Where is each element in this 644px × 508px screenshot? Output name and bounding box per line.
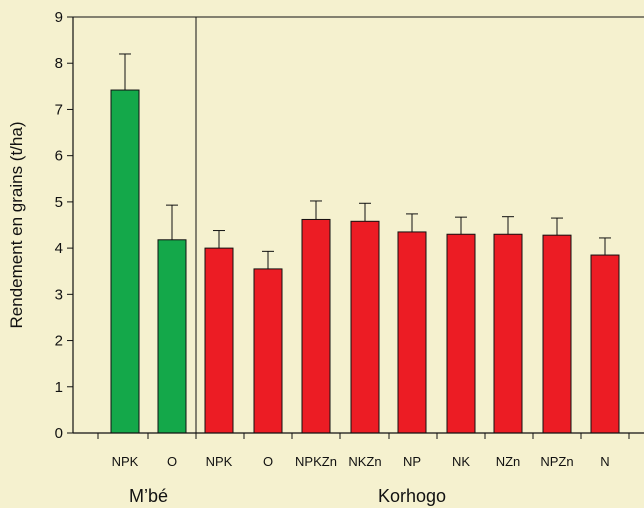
group-label: Korhogo [378, 486, 446, 506]
bar [590, 254, 620, 434]
x-tick-label: NKZn [348, 454, 381, 469]
error-bars [119, 53, 611, 269]
y-tick-label: 4 [55, 240, 63, 257]
bar [204, 247, 234, 434]
y-axis-title: Rendement en grains (t/ha) [7, 122, 26, 329]
x-tick-label: NPK [206, 454, 233, 469]
y-tick-label: 2 [55, 333, 63, 350]
x-tick-label: O [167, 454, 177, 469]
y-tick-label: 7 [55, 101, 63, 118]
bar [157, 239, 187, 434]
bar [397, 231, 427, 434]
x-tick-label: N [600, 454, 609, 469]
x-tick-label: NP [403, 454, 421, 469]
x-tick-label: NPK [112, 454, 139, 469]
x-axis: NPK O NPK O NPKZn NKZn NP NK NZn NPZn N [73, 432, 644, 469]
plot-frame [73, 16, 644, 433]
group-label: M’bé [129, 486, 168, 506]
group-labels: M’bé Korhogo [129, 486, 446, 506]
y-axis: 0 1 2 3 4 5 6 7 8 9 [55, 9, 74, 442]
y-tick-label: 0 [55, 425, 63, 442]
bar [350, 220, 380, 434]
bar [446, 233, 476, 434]
bar [493, 233, 523, 434]
y-tick-label: 8 [55, 55, 63, 72]
bar [542, 234, 572, 434]
bar [253, 268, 283, 434]
x-tick-label: NZn [496, 454, 521, 469]
bars [110, 89, 620, 434]
x-tick-label: NK [452, 454, 470, 469]
bar [110, 89, 140, 434]
bar [301, 218, 331, 434]
y-tick-label: 9 [55, 9, 63, 26]
x-tick-label: NPZn [540, 454, 573, 469]
y-tick-label: 3 [55, 286, 63, 303]
x-tick-label: NPKZn [295, 454, 337, 469]
y-tick-label: 6 [55, 148, 63, 165]
y-tick-label: 1 [55, 379, 63, 396]
y-tick-label: 5 [55, 194, 63, 211]
x-tick-label: O [263, 454, 273, 469]
